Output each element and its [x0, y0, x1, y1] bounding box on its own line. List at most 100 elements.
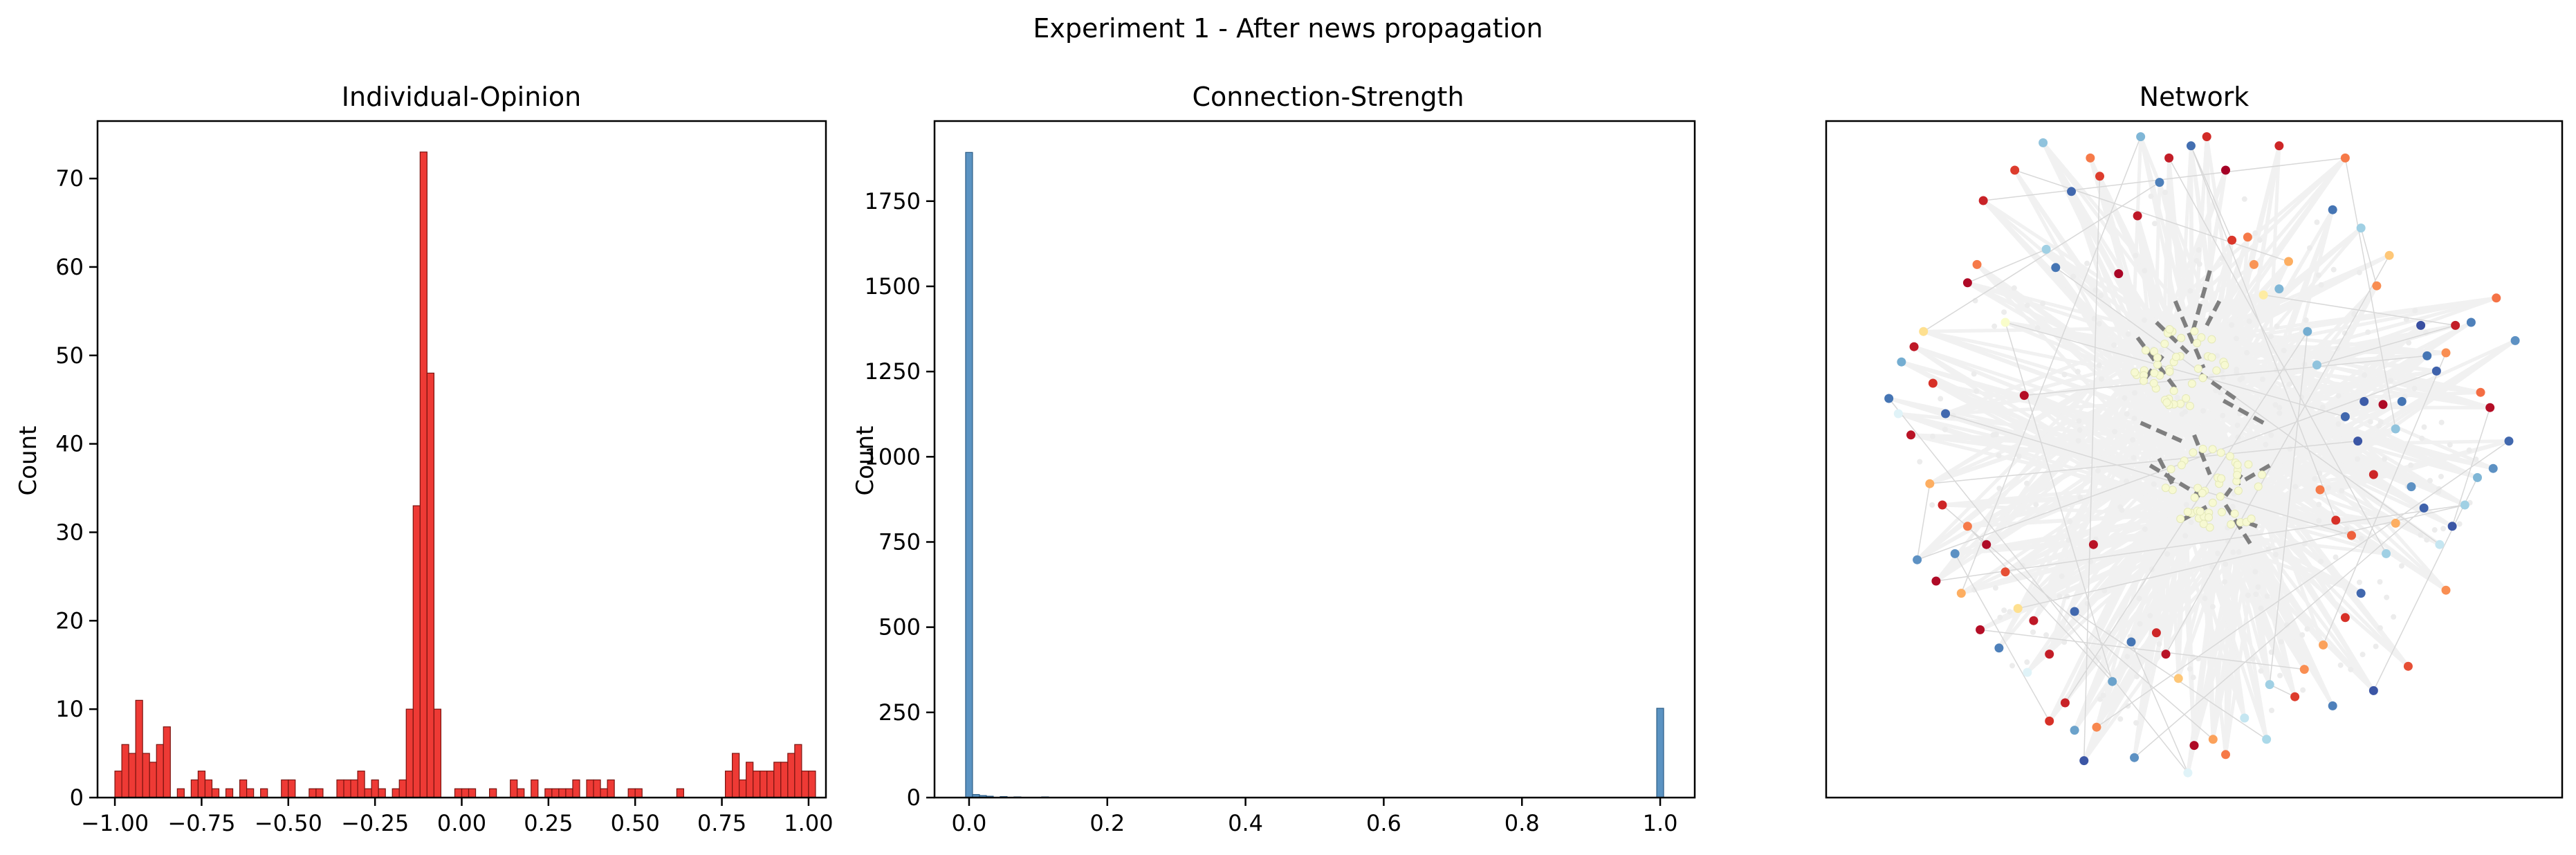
halo-dot [2264, 593, 2270, 599]
core-node [2165, 367, 2174, 376]
halo-dot [2147, 613, 2153, 619]
halo-dot [1997, 614, 2003, 620]
strong-edge [2135, 336, 2180, 394]
halo-dot [2316, 517, 2322, 524]
network-node [1909, 342, 1919, 351]
halo-dot [2092, 287, 2099, 293]
network-node [2133, 211, 2142, 221]
opinion-bar [808, 771, 816, 798]
opinion-bar [551, 788, 560, 798]
halo-dot [2418, 532, 2424, 538]
halo-dot [2299, 632, 2306, 638]
halo-dot [2406, 340, 2412, 346]
y-tick-label: 0 [70, 784, 84, 811]
y-tick-label: 750 [878, 528, 921, 555]
opinion-bar [239, 779, 248, 798]
network-node [1893, 409, 1903, 419]
network-node [1962, 278, 1972, 288]
x-tick-label: 0.0 [952, 810, 987, 836]
opinion-bar [607, 779, 615, 798]
opinion-bar [419, 151, 427, 798]
core-node [2247, 514, 2256, 523]
network-node [2010, 165, 2020, 175]
core-node [2166, 465, 2175, 474]
network-node [2051, 263, 2061, 273]
halo-dot [2024, 659, 2030, 665]
halo-dot [2142, 526, 2148, 532]
halo-dot [2367, 419, 2373, 425]
core-node [2169, 387, 2178, 396]
network-node [2303, 327, 2312, 336]
opinion-bar [787, 753, 795, 798]
network-node [2485, 403, 2495, 412]
network-node [2183, 768, 2193, 778]
halo-dot [2255, 584, 2261, 590]
core-node [2225, 452, 2234, 461]
network-node [2045, 650, 2054, 659]
opinion-bar [780, 762, 789, 798]
halo-edge [2216, 226, 2363, 396]
strong-edge [2205, 300, 2222, 327]
core-node [2189, 448, 2198, 457]
core-node [2161, 484, 2170, 493]
network-node [2328, 205, 2337, 214]
opinion-bar [281, 779, 289, 798]
halo-dot [2077, 495, 2083, 501]
halo-dot [2348, 666, 2354, 672]
panel-connection-strength: Connection-Strength 0.0 0.2 0.4 0.6 0.8 1.0 0… [852, 82, 1696, 836]
network-node [2460, 500, 2469, 510]
strong-edge [2155, 320, 2189, 355]
x-tick-label: 1.0 [1643, 810, 1678, 836]
network-node [1994, 643, 2004, 653]
halo-edge [2157, 296, 2499, 346]
opinion-bar [343, 779, 351, 798]
weak-edge [1929, 440, 2358, 484]
halo-dot [2419, 435, 2425, 441]
network-node [1919, 327, 1929, 336]
network-node [2284, 257, 2293, 266]
halo-dot [2132, 389, 2138, 396]
halo-dot [2244, 349, 2250, 356]
y-tick-label: 70 [55, 165, 84, 192]
y-tick-label: 60 [55, 254, 84, 280]
weak-edge [2263, 294, 2456, 327]
weak-edge [2190, 145, 2233, 241]
opinion-bar [398, 779, 407, 798]
opinion-bar [565, 788, 573, 798]
network-node [2356, 589, 2366, 598]
opinion-bar [572, 779, 580, 798]
weak-edge [2360, 228, 2377, 286]
halo-dot [2358, 535, 2364, 542]
network-node [2202, 132, 2211, 142]
network-node [2378, 400, 2388, 410]
halo-dot [2187, 288, 2193, 294]
halo-dot [1992, 585, 1998, 591]
halo-edge [2214, 374, 2413, 489]
halo-dot [2229, 504, 2236, 510]
halo-dot [2431, 527, 2438, 533]
halo-dot [2034, 325, 2041, 331]
network-node [2000, 567, 2010, 577]
x-tick-label: 0.25 [524, 810, 573, 836]
opinion-bar [593, 779, 601, 798]
weak-edge [2373, 477, 2478, 691]
halo-edge [1944, 374, 2144, 416]
weak-edge [2344, 158, 2396, 430]
core-node [2230, 509, 2239, 518]
network-node [2249, 259, 2258, 269]
halo-dot [1971, 371, 1977, 377]
weak-edge [2269, 683, 2295, 697]
weak-edge [2165, 255, 2390, 654]
strong-edge [2173, 300, 2206, 369]
opinion-bar [544, 788, 553, 798]
core-node [2216, 448, 2225, 457]
weak-edge [2018, 504, 2465, 609]
network-node [1982, 540, 1991, 549]
halo-edge [2133, 156, 2347, 360]
halo-dot [2408, 462, 2414, 468]
halo-dot [2307, 245, 2313, 251]
halo-edge [1915, 322, 2155, 562]
opinion-bar [114, 771, 122, 798]
halo-dot [2124, 478, 2130, 484]
network-node [2431, 366, 2441, 376]
